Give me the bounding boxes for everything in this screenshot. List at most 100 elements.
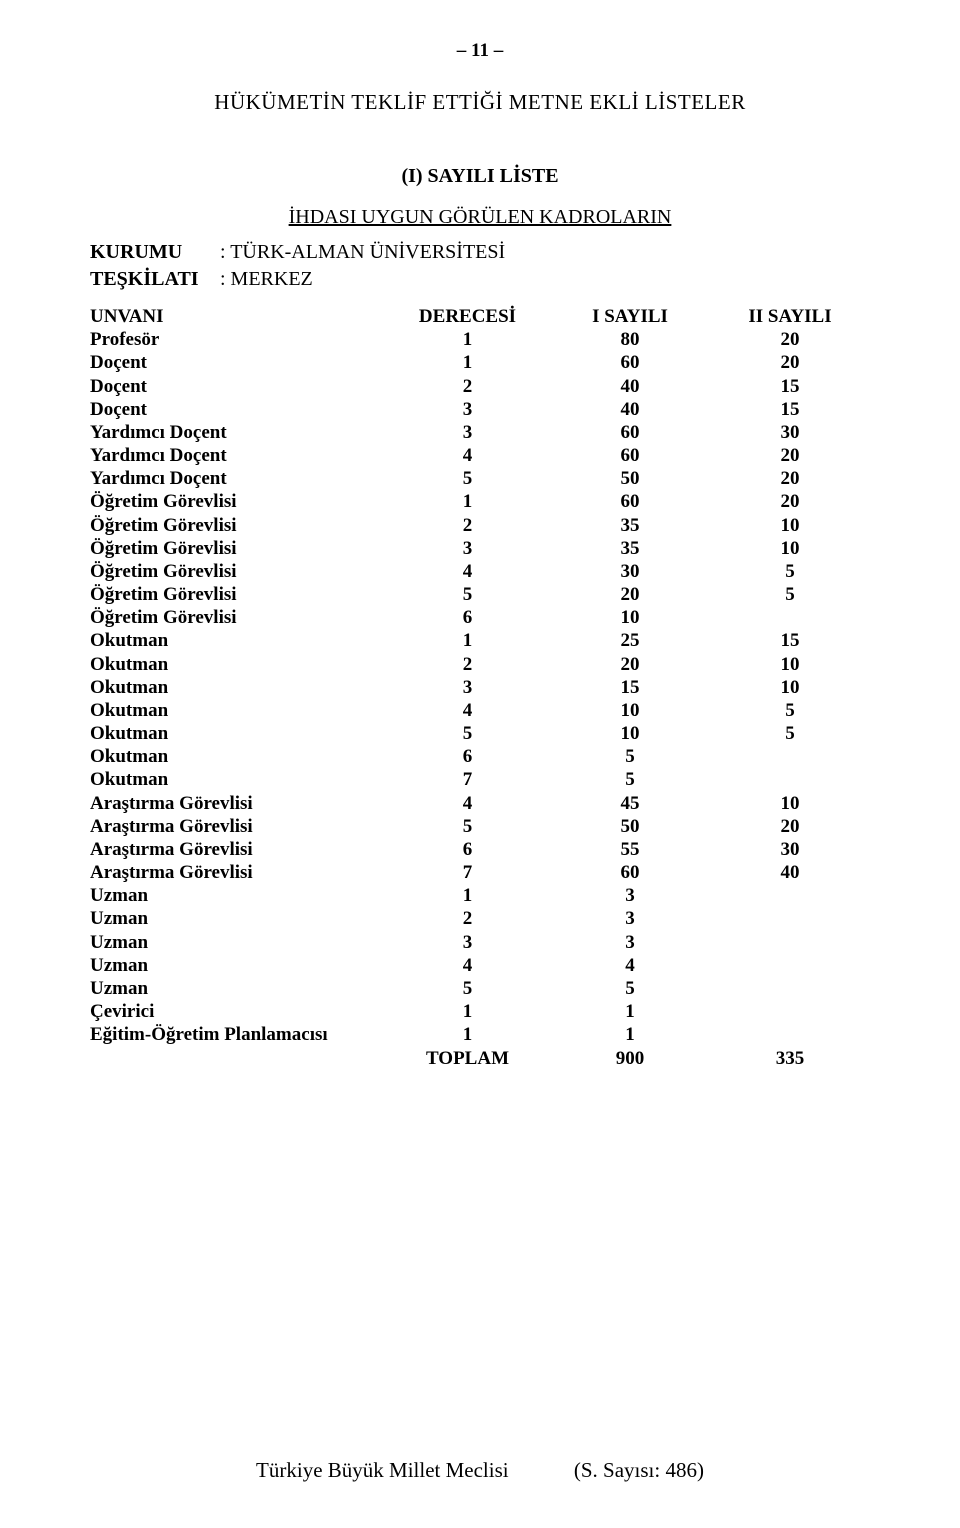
cell-sayili1: 40 xyxy=(550,398,710,421)
cell-sayili1: 10 xyxy=(550,699,710,722)
cell-sayili1: 20 xyxy=(550,583,710,606)
table-row: Okutman4105 xyxy=(90,699,870,722)
cell-unvan: Öğretim Görevlisi xyxy=(90,583,385,606)
table-total-row: TOPLAM 900 335 xyxy=(90,1047,870,1070)
cell-sayili1: 10 xyxy=(550,606,710,629)
cell-sayili2: 10 xyxy=(710,514,870,537)
table-row: Araştırma Görevlisi65530 xyxy=(90,838,870,861)
table-row: Doçent24015 xyxy=(90,375,870,398)
cell-derece: 3 xyxy=(385,537,550,560)
table-row: Araştırma Görevlisi55020 xyxy=(90,815,870,838)
cell-derece: 6 xyxy=(385,606,550,629)
cell-sayili2: 5 xyxy=(710,699,870,722)
cell-unvan: Eğitim-Öğretim Planlamacısı xyxy=(90,1023,385,1046)
cell-derece: 1 xyxy=(385,884,550,907)
cell-sayili2 xyxy=(710,768,870,791)
cell-unvan: Doçent xyxy=(90,398,385,421)
cell-derece: 4 xyxy=(385,444,550,467)
cell-unvan: Yardımcı Doçent xyxy=(90,421,385,444)
cell-unvan: Uzman xyxy=(90,977,385,1000)
table-row: Öğretim Görevlisi4305 xyxy=(90,560,870,583)
cell-sayili2: 20 xyxy=(710,351,870,374)
table-row: Okutman75 xyxy=(90,768,870,791)
cell-derece: 6 xyxy=(385,745,550,768)
cell-sayili2: 15 xyxy=(710,629,870,652)
cell-unvan: Okutman xyxy=(90,745,385,768)
cell-sayili2: 20 xyxy=(710,444,870,467)
cell-derece: 5 xyxy=(385,467,550,490)
cell-sayili1: 25 xyxy=(550,629,710,652)
cell-sayili1: 4 xyxy=(550,954,710,977)
cell-sayili1: 35 xyxy=(550,537,710,560)
cell-unvan: Okutman xyxy=(90,768,385,791)
table-row: Okutman5105 xyxy=(90,722,870,745)
kurumu-value: : TÜRK-ALMAN ÜNİVERSİTESİ xyxy=(220,239,505,266)
header-unvan: UNVANI xyxy=(90,305,385,328)
cell-sayili1: 40 xyxy=(550,375,710,398)
cell-unvan: Öğretim Görevlisi xyxy=(90,514,385,537)
kadro-table: UNVANI DERECESİ I SAYILI II SAYILI Profe… xyxy=(90,305,870,1070)
cell-sayili2: 10 xyxy=(710,676,870,699)
table-row: Öğretim Görevlisi5205 xyxy=(90,583,870,606)
table-row: Uzman33 xyxy=(90,931,870,954)
cell-sayili1: 60 xyxy=(550,861,710,884)
table-row: Yardımcı Doçent36030 xyxy=(90,421,870,444)
cell-unvan: Araştırma Görevlisi xyxy=(90,815,385,838)
cell-unvan: Uzman xyxy=(90,931,385,954)
cell-sayili1: 60 xyxy=(550,444,710,467)
main-title: HÜKÜMETİN TEKLİF ETTİĞİ METNE EKLİ LİSTE… xyxy=(90,90,870,115)
cell-derece: 1 xyxy=(385,629,550,652)
cell-sayili2: 20 xyxy=(710,490,870,513)
table-row: Uzman44 xyxy=(90,954,870,977)
cell-unvan: Profesör xyxy=(90,328,385,351)
table-row: Öğretim Görevlisi610 xyxy=(90,606,870,629)
cell-derece: 5 xyxy=(385,722,550,745)
cell-derece: 6 xyxy=(385,838,550,861)
cell-sayili1: 30 xyxy=(550,560,710,583)
cell-sayili2: 5 xyxy=(710,583,870,606)
cell-unvan: Araştırma Görevlisi xyxy=(90,792,385,815)
cell-sayili2 xyxy=(710,907,870,930)
total-empty xyxy=(90,1047,385,1070)
total-label: TOPLAM xyxy=(385,1047,550,1070)
cell-sayili2 xyxy=(710,1000,870,1023)
cell-sayili2 xyxy=(710,606,870,629)
cell-sayili2: 5 xyxy=(710,722,870,745)
cell-derece: 5 xyxy=(385,977,550,1000)
cell-sayili1: 45 xyxy=(550,792,710,815)
cell-derece: 5 xyxy=(385,815,550,838)
cell-sayili2 xyxy=(710,954,870,977)
page-number: – 11 – xyxy=(90,40,870,62)
table-row: Uzman23 xyxy=(90,907,870,930)
cell-unvan: Öğretim Görevlisi xyxy=(90,490,385,513)
cell-sayili2: 15 xyxy=(710,375,870,398)
cell-derece: 2 xyxy=(385,514,550,537)
organization-block: KURUMU : TÜRK-ALMAN ÜNİVERSİTESİ TEŞKİLA… xyxy=(90,239,870,293)
table-row: Yardımcı Doçent55020 xyxy=(90,467,870,490)
total-sayili1: 900 xyxy=(550,1047,710,1070)
cell-derece: 4 xyxy=(385,699,550,722)
cell-derece: 1 xyxy=(385,1023,550,1046)
cell-derece: 1 xyxy=(385,328,550,351)
cell-sayili1: 20 xyxy=(550,653,710,676)
header-sayili1: I SAYILI xyxy=(550,305,710,328)
footer-right: (S. Sayısı: 486) xyxy=(574,1458,704,1483)
table-row: Öğretim Görevlisi23510 xyxy=(90,514,870,537)
cell-unvan: Okutman xyxy=(90,676,385,699)
cell-unvan: Okutman xyxy=(90,699,385,722)
cell-sayili2 xyxy=(710,1023,870,1046)
table-row: Okutman31510 xyxy=(90,676,870,699)
cell-sayili2 xyxy=(710,977,870,1000)
cell-sayili2: 30 xyxy=(710,838,870,861)
cell-derece: 7 xyxy=(385,768,550,791)
table-row: Uzman13 xyxy=(90,884,870,907)
header-sayili2: II SAYILI xyxy=(710,305,870,328)
cell-unvan: Araştırma Görevlisi xyxy=(90,838,385,861)
cell-sayili1: 3 xyxy=(550,931,710,954)
cell-sayili1: 10 xyxy=(550,722,710,745)
cell-sayili1: 50 xyxy=(550,467,710,490)
cell-sayili2: 20 xyxy=(710,328,870,351)
cell-derece: 1 xyxy=(385,351,550,374)
cell-sayili2: 15 xyxy=(710,398,870,421)
cell-derece: 1 xyxy=(385,490,550,513)
